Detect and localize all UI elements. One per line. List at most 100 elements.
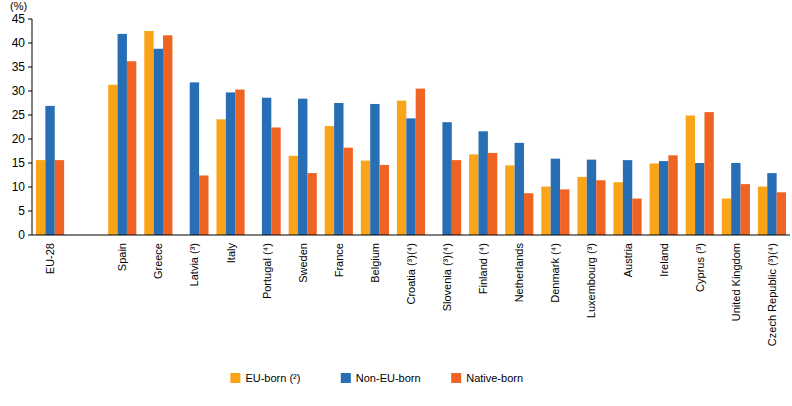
- y-tick-label: 45: [12, 12, 26, 26]
- bar: [478, 131, 487, 235]
- bar: [397, 101, 406, 235]
- legend: EU-born (²) Non-EU-born Native-born: [230, 372, 523, 384]
- bar: [118, 34, 127, 235]
- bars: [36, 31, 786, 235]
- y-tick-label: 10: [12, 180, 26, 194]
- bar: [361, 161, 370, 235]
- bar: [307, 173, 316, 235]
- x-tick-label: Croatia (³)(⁴): [405, 243, 417, 305]
- y-tick-label: 15: [12, 156, 26, 170]
- bar: [758, 187, 767, 235]
- legend-swatch: [341, 373, 351, 383]
- bar: [406, 118, 415, 235]
- x-tick-label: France: [333, 243, 345, 277]
- x-tick-label: Spain: [116, 243, 128, 271]
- bar: [127, 61, 136, 235]
- bar: [380, 165, 389, 235]
- bar: [452, 160, 461, 235]
- legend-label: Native-born: [466, 372, 523, 384]
- bar: [298, 99, 307, 235]
- bar: [551, 159, 560, 235]
- bar: [163, 35, 172, 235]
- x-tick-label: Ireland: [658, 243, 670, 277]
- x-axis: [32, 235, 790, 236]
- x-tick-label: Latvia (³): [188, 243, 200, 286]
- x-tick-label: Luxembourg (³): [585, 243, 597, 318]
- bar: [577, 177, 586, 235]
- x-tick-label: Finland (⁴): [477, 243, 489, 294]
- bar: [505, 165, 514, 235]
- bar: [623, 160, 632, 235]
- bar: [587, 160, 596, 235]
- bar: [144, 31, 153, 235]
- legend-label: EU-born (²): [245, 372, 300, 384]
- bar: [370, 104, 379, 235]
- bar: [108, 85, 117, 235]
- x-tick-label: Sweden: [297, 243, 309, 283]
- y-tick-label: 20: [12, 132, 26, 146]
- bar: [416, 89, 425, 235]
- x-tick-label: Belgium: [369, 243, 381, 283]
- y-tick-label: 5: [18, 204, 25, 218]
- bar: [596, 180, 605, 235]
- x-tick-label: Czech Republic (³)(⁴): [766, 243, 778, 346]
- bar: [36, 160, 45, 235]
- x-tick-label: Greece: [152, 243, 164, 279]
- bar: [262, 98, 271, 235]
- bar: [271, 127, 280, 235]
- y-tick-label: 35: [12, 60, 26, 74]
- y-tick: [28, 19, 32, 20]
- y-tick: [28, 187, 32, 188]
- bar: [334, 103, 343, 235]
- x-tick-label: Denmark (⁴): [549, 243, 561, 303]
- bar: [442, 122, 451, 235]
- x-tick-label: Slovenia (³)(⁴): [441, 243, 453, 311]
- y-axis: [32, 19, 33, 235]
- legend-swatch: [230, 373, 240, 383]
- y-axis-label: (%): [10, 0, 27, 12]
- y-tick: [28, 43, 32, 44]
- x-tick-label: United Kingdom: [730, 243, 742, 321]
- bar: [289, 156, 298, 235]
- y-tick: [28, 115, 32, 116]
- bar: [541, 187, 550, 235]
- bar: [731, 163, 740, 235]
- bar: [469, 154, 478, 235]
- bar: [668, 155, 677, 235]
- x-tick-label: Netherlands: [513, 243, 525, 303]
- chart: (%)051015202530354045EU-28SpainGreeceLat…: [0, 0, 792, 406]
- bar: [226, 92, 235, 235]
- y-tick-label: 25: [12, 108, 26, 122]
- bar: [741, 184, 750, 235]
- bar: [686, 115, 695, 235]
- bar: [190, 82, 199, 235]
- legend-label: Non-EU-born: [356, 372, 421, 384]
- bar: [344, 148, 353, 235]
- bar: [722, 199, 731, 235]
- bar: [704, 112, 713, 235]
- bar: [55, 160, 64, 235]
- bar: [650, 163, 659, 235]
- bar: [235, 90, 244, 235]
- y-tick: [28, 211, 32, 212]
- x-tick-label: EU-28: [44, 243, 56, 274]
- bar: [560, 189, 569, 235]
- bar: [488, 153, 497, 235]
- bar: [325, 126, 334, 235]
- bar: [199, 175, 208, 235]
- y-tick: [28, 67, 32, 68]
- y-tick-label: 30: [12, 84, 26, 98]
- y-tick: [28, 91, 32, 92]
- bar: [659, 161, 668, 235]
- y-tick-label: 0: [18, 228, 25, 242]
- bar: [45, 106, 54, 235]
- bar: [632, 199, 641, 235]
- bar: [777, 192, 786, 235]
- y-tick: [28, 163, 32, 164]
- bar: [767, 173, 776, 235]
- bar: [216, 119, 225, 235]
- x-tick-label: Austria: [622, 242, 634, 277]
- x-tick-label: Portugal (⁴): [261, 243, 273, 299]
- y-tick: [28, 235, 32, 236]
- x-tick-label: Cyprus (³): [694, 243, 706, 292]
